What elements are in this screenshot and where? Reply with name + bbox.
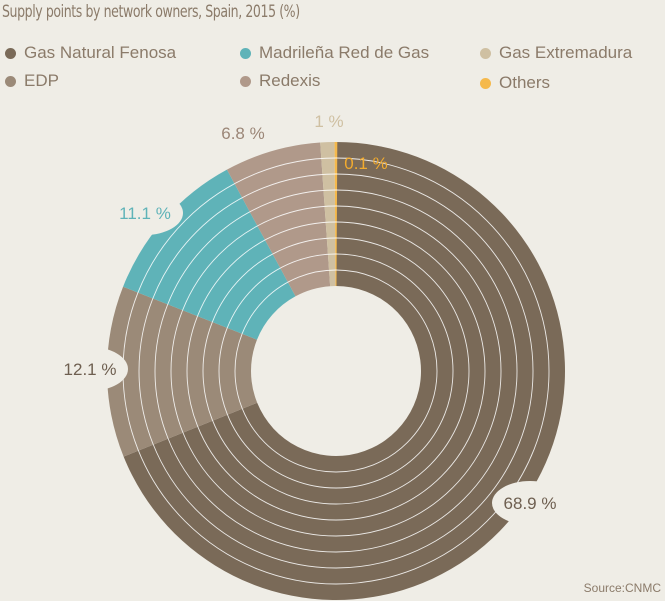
legend-label: Gas Extremadura <box>499 43 633 62</box>
data-label: 68.9 % <box>504 494 557 513</box>
label-notch <box>492 481 568 525</box>
ring-line <box>202 237 470 505</box>
legend-label: EDP <box>24 71 59 90</box>
ring-line <box>234 269 438 473</box>
chart-title: Supply points by network owners, Spain, … <box>2 2 300 22</box>
legend-swatch <box>480 77 491 89</box>
label-notch <box>107 191 183 235</box>
ring-line <box>138 173 534 569</box>
source-note: Source:CNMC <box>583 581 661 595</box>
legend-label: Gas Natural Fenosa <box>24 43 177 62</box>
legend-item-gas-natural-fenosa: Gas Natural Fenosa <box>5 43 176 63</box>
legend-swatch <box>5 75 16 87</box>
legend-label: Madrileña Red de Gas <box>259 43 430 62</box>
data-label: 0.1 % <box>344 154 387 173</box>
legend-swatch <box>480 47 491 59</box>
legend-item-others: Others <box>480 73 550 93</box>
slice-others <box>334 142 338 287</box>
legend-item-madrilena: Madrileña Red de Gas <box>240 43 429 63</box>
legend-label: Redexis <box>259 71 321 90</box>
ring-line <box>186 221 486 521</box>
label-notch <box>52 347 128 391</box>
legend-item-edp: EDP <box>5 71 59 91</box>
data-label: 6.8 % <box>221 124 264 143</box>
slice-edp <box>106 286 258 457</box>
slice-madrile-a-red-de-gas <box>123 169 296 340</box>
legend-item-gas-extremadura: Gas Extremadura <box>480 43 632 63</box>
ring-line <box>154 189 518 553</box>
slice-redexis <box>226 142 331 297</box>
data-label: 12.1 % <box>64 360 117 379</box>
slice-gas-extremadura <box>320 142 336 287</box>
data-label: 11.1 % <box>119 204 171 223</box>
data-label: 1 % <box>314 112 343 131</box>
legend-item-redexis: Redexis <box>240 71 320 91</box>
legend-swatch <box>240 75 251 87</box>
legend-label: Others <box>499 73 551 92</box>
legend-swatch <box>240 47 251 59</box>
label-notch <box>205 111 281 155</box>
ring-line <box>218 253 454 489</box>
ring-line <box>170 205 502 537</box>
legend-swatch <box>5 47 16 59</box>
